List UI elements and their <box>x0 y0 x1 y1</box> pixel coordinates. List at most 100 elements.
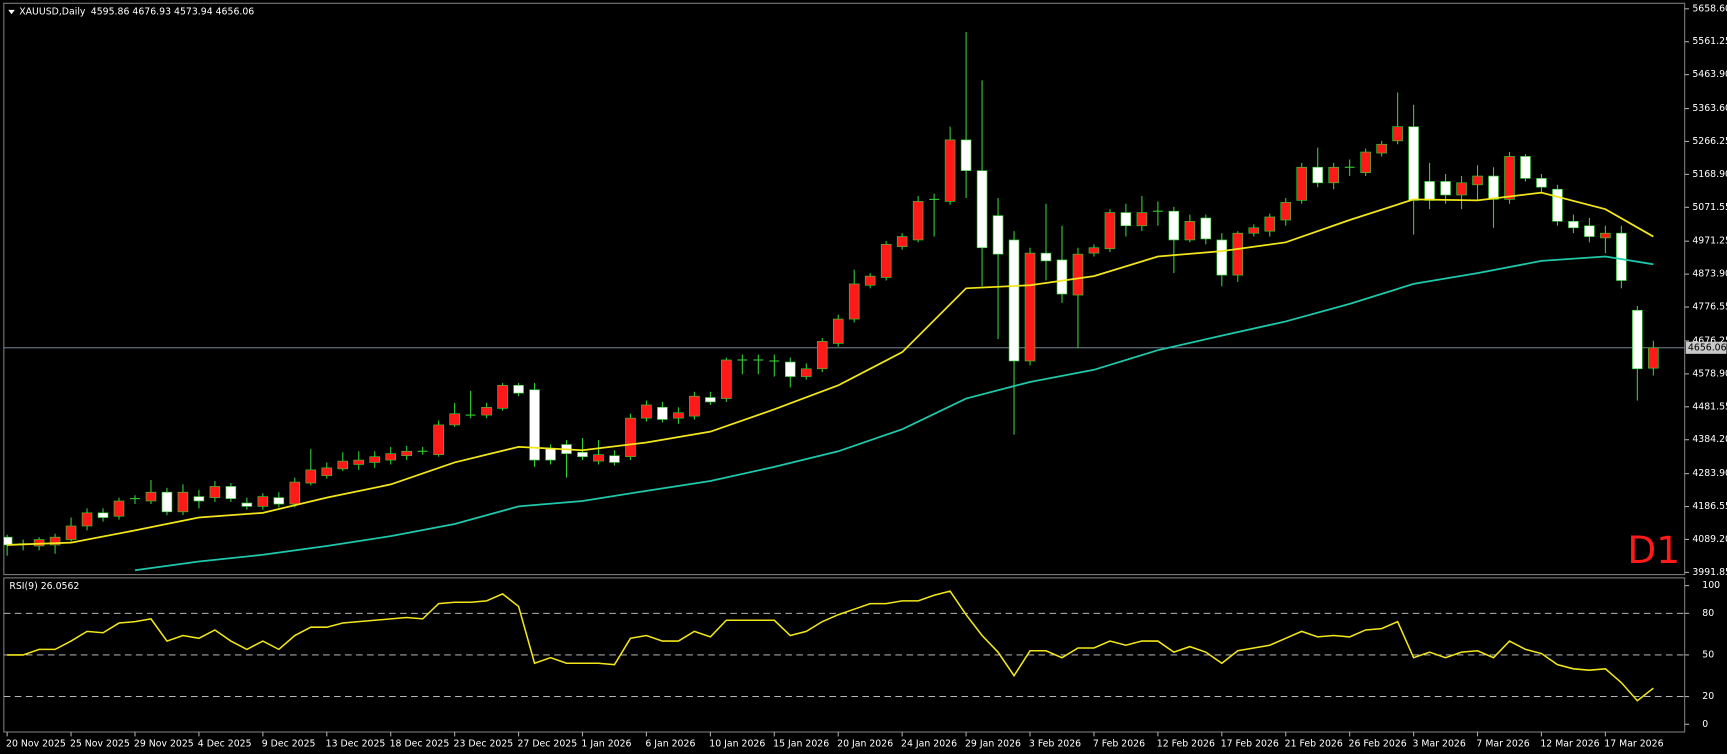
candle-body <box>1040 252 1052 262</box>
candle-body <box>864 275 876 286</box>
x-tick-label: 9 Dec 2025 <box>262 739 316 750</box>
candle-body <box>209 486 221 498</box>
candle-body <box>1024 252 1036 362</box>
x-tick-label: 3 Mar 2026 <box>1413 739 1466 750</box>
x-tick-label: 24 Jan 2026 <box>901 739 957 750</box>
y-tick-label: 4776.55 <box>1692 302 1727 313</box>
candle-body <box>193 496 205 502</box>
candle-body <box>241 502 253 507</box>
y-tick-label: 5071.55 <box>1692 202 1727 213</box>
menu-triangle[interactable] <box>8 9 15 15</box>
y-tick-label: 5658.60 <box>1692 3 1727 14</box>
x-tick-label: 27 Dec 2025 <box>517 739 577 750</box>
candle-body <box>1056 259 1068 295</box>
price-label: 4656.06 <box>1688 342 1727 353</box>
candle-body <box>1184 221 1196 241</box>
candle-body <box>97 512 109 518</box>
ohlc-header: 4595.86 4676.93 4573.94 4656.06 <box>91 7 255 18</box>
candle-body <box>449 413 460 426</box>
candle-body <box>737 359 748 361</box>
symbol: XAUUSD,Daily <box>19 7 86 18</box>
candle-body <box>1392 126 1403 142</box>
y-tick-label: 3991.85 <box>1692 567 1727 578</box>
candle-body <box>1312 166 1323 184</box>
candle-body <box>401 450 412 457</box>
candle-body <box>1472 175 1483 186</box>
candle-body <box>257 496 269 507</box>
candle-body <box>673 412 684 419</box>
y-tick-label: 4873.90 <box>1692 269 1727 280</box>
y-tick-label: 5266.25 <box>1692 136 1727 147</box>
candle-body <box>960 139 972 171</box>
x-tick-label: 6 Jan 2026 <box>645 739 695 750</box>
candle-body <box>1104 212 1116 250</box>
candle-body <box>769 360 780 362</box>
candle-body <box>529 389 540 461</box>
rsi-y-tick-label: 20 <box>1702 691 1714 702</box>
candle-body <box>1136 212 1148 227</box>
candle-body <box>753 359 764 361</box>
candle-body <box>385 453 396 461</box>
candle-body <box>1264 216 1276 232</box>
moving-average <box>7 191 1654 546</box>
candle-body <box>1280 202 1292 221</box>
candle-body <box>225 486 237 499</box>
x-tick-label: 12 Feb 2026 <box>1157 739 1215 750</box>
candle-body <box>161 491 173 513</box>
y-tick-label: 4283.90 <box>1692 468 1727 479</box>
candle-body <box>130 498 140 500</box>
x-tick-label: 23 Dec 2025 <box>454 739 514 750</box>
candle-body <box>1504 156 1515 200</box>
x-tick-label: 26 Feb 2026 <box>1349 739 1407 750</box>
x-tick-label: 3 Feb 2026 <box>1029 739 1081 750</box>
candle-body <box>577 451 588 458</box>
candle-body <box>689 395 700 417</box>
candle-body <box>1088 247 1100 254</box>
candle-body <box>289 481 301 505</box>
y-tick-label: 5363.60 <box>1692 103 1727 114</box>
candle-body <box>721 359 732 399</box>
candle-body <box>929 198 940 200</box>
candle-body <box>177 491 189 513</box>
candle-body <box>1584 225 1595 237</box>
candle-body <box>33 539 45 547</box>
candle-body <box>145 491 157 502</box>
candle-body <box>992 215 1004 255</box>
x-tick-label: 13 Dec 2025 <box>326 739 386 750</box>
x-tick-label: 17 Feb 2026 <box>1221 739 1279 750</box>
candle-body <box>896 236 908 248</box>
rsi-y-tick-label: 80 <box>1702 608 1714 619</box>
y-tick-label: 4971.25 <box>1692 236 1727 247</box>
rsi-y-tick-label: 50 <box>1702 649 1714 660</box>
candle-body <box>1360 151 1371 173</box>
candle-body <box>465 414 476 416</box>
x-tick-label: 20 Nov 2025 <box>6 739 66 750</box>
candle-body <box>337 460 349 470</box>
candle-body <box>1536 178 1547 188</box>
x-tick-label: 18 Dec 2025 <box>390 739 450 750</box>
candle-body <box>481 406 492 416</box>
candle-body <box>816 341 828 370</box>
y-tick-label: 4089.20 <box>1692 534 1727 545</box>
candle-body <box>976 170 988 249</box>
x-tick-label: 4 Dec 2025 <box>198 739 252 750</box>
candle-body <box>1568 221 1579 229</box>
y-tick-label: 4186.55 <box>1692 501 1727 512</box>
candle-body <box>497 385 508 409</box>
candle-body <box>1456 182 1467 196</box>
y-tick-label: 4578.90 <box>1692 368 1727 379</box>
price-label-box <box>1685 341 1727 354</box>
candle-body <box>800 368 812 377</box>
candle-body <box>641 404 652 419</box>
candle-body <box>417 450 428 452</box>
candle-body <box>81 512 93 527</box>
candle-body <box>593 454 604 462</box>
candle-body <box>65 525 77 540</box>
rsi-line <box>7 590 1654 702</box>
candle-body <box>353 459 365 465</box>
candle-body <box>1200 217 1212 240</box>
candle-body <box>1488 175 1499 200</box>
candle-body <box>1616 232 1627 281</box>
x-tick-label: 10 Jan 2026 <box>709 739 765 750</box>
